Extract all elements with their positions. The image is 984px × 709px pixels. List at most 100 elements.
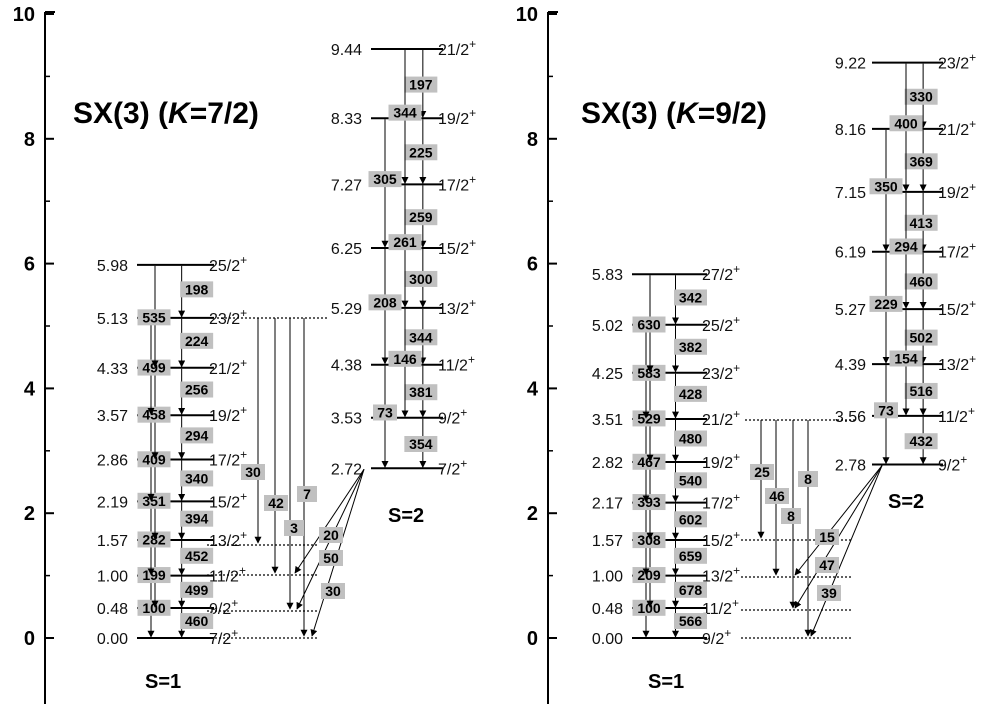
panel-2-s2-dj2-energy: 229 bbox=[874, 296, 898, 312]
panel-1-interband-energy-box bbox=[319, 550, 343, 566]
panel-1-interband-diag-arrow bbox=[294, 468, 365, 574]
panel-1-s2-level-energy: 2.72 bbox=[331, 461, 362, 478]
panel-1-s2-dj1-energy: 225 bbox=[409, 144, 433, 160]
panel-1-s1-level-energy: 2.19 bbox=[97, 494, 128, 511]
panel-2-s1-level-energy: 5.83 bbox=[592, 267, 623, 284]
panel-1-y-tick-label: 6 bbox=[24, 254, 35, 276]
panel-1-s2-dj2-energy-group: 261 bbox=[388, 234, 422, 251]
panel-2-s1-dj2-energy-group: 100 bbox=[632, 599, 666, 616]
panel-2-s2-dj1-energy: 369 bbox=[909, 153, 933, 169]
panel-2-y-tick-label: 6 bbox=[527, 254, 538, 276]
panel-1-s2-dj2-energy-box bbox=[368, 171, 402, 188]
panel-2-s1-level-energy: 1.00 bbox=[592, 569, 623, 586]
panel-2-interband-energy-box bbox=[798, 471, 818, 487]
panel-2-s1-dj1-energy-box bbox=[674, 289, 707, 306]
panel-1-s2-dj1-energy-group: 354 bbox=[404, 436, 438, 452]
panel-1-s2-dj2-energy-group: 305 bbox=[368, 171, 402, 188]
panel-2-s1-dj2-energy: 529 bbox=[637, 410, 661, 426]
panel-2-s1-dj1-energy-group: 342 bbox=[674, 289, 707, 306]
panel-2-s2-level-spin: 21/2+ bbox=[938, 117, 976, 139]
panel-1-s1-dj2-energy-group: 282 bbox=[137, 531, 171, 548]
panel-1-interband-energy-box bbox=[319, 527, 343, 543]
panel-2-s2-dj2-energy-box bbox=[889, 238, 923, 255]
panel-1-interband-energy-box bbox=[284, 520, 304, 536]
panel-1-s1-dj2-energy-group: 458 bbox=[137, 406, 171, 423]
panel-2-s1-dj1-energy-group: 566 bbox=[674, 613, 707, 630]
panel-2-s1-dj2-energy: 308 bbox=[637, 532, 661, 548]
panel-2-s2-dj2-energy-group: 400 bbox=[889, 115, 923, 132]
panel-2-s1-dj1-energy-box bbox=[674, 547, 707, 564]
panel-2-s2-level-spin: 11/2+ bbox=[938, 404, 975, 426]
panel-1-s1-dj2-energy: 499 bbox=[142, 360, 166, 376]
panel-1-s2-dj1-energy-group: 197 bbox=[404, 76, 438, 93]
panel-1-s1-dj2-energy: 199 bbox=[142, 567, 166, 583]
panel-1-interband-energy-group: 42 bbox=[264, 495, 288, 511]
panel-1-s1-dj1-energy: 224 bbox=[185, 333, 209, 349]
panel-2-s1-level-energy: 4.25 bbox=[592, 366, 623, 383]
panel-2-s1-dj2-energy: 393 bbox=[637, 494, 661, 510]
panel-1-s2-dj2-energy-group: 73 bbox=[373, 404, 397, 421]
panel-1-s1-level-spin: 15/2+ bbox=[209, 489, 247, 511]
panel-1-s2-dj2-energy: 261 bbox=[393, 234, 417, 250]
panel-1-s1-dj1-energy-group: 394 bbox=[180, 510, 214, 527]
panel-2-s1-dj2-energy-box bbox=[632, 599, 666, 616]
panel-2-s1-dj2-energy: 630 bbox=[637, 317, 661, 333]
panel-1-interband-energy: 50 bbox=[323, 550, 339, 566]
panel-2-s1-dj1-energy: 540 bbox=[679, 472, 703, 488]
panel-2-s2-level-spin: 13/2+ bbox=[938, 352, 976, 374]
panel-2-s2-dj1-energy-box bbox=[904, 273, 938, 290]
panel-2-interband-energy-group: 25 bbox=[750, 464, 774, 480]
panel-1-s2-dj1-energy: 354 bbox=[409, 436, 433, 452]
panel-2-interband-energy-group: 46 bbox=[765, 488, 789, 504]
panel-2-s1-dj2-energy-group: 393 bbox=[632, 494, 666, 511]
panel-1-s2-dj1-energy-group: 381 bbox=[404, 384, 438, 401]
panel-2-s1-level-energy: 2.17 bbox=[592, 496, 623, 513]
panel-1-s1-dj1-energy-box bbox=[180, 427, 214, 444]
panel-2-s2-level-energy: 5.27 bbox=[835, 302, 866, 319]
panel-1-s1-dj1-energy-group: 460 bbox=[180, 613, 214, 630]
panel-1-s2-level-spin: 9/2+ bbox=[438, 406, 467, 428]
panel-1-interband-energy: 30 bbox=[245, 464, 261, 480]
panel-1-s2-dj1-energy-box bbox=[404, 384, 438, 401]
panel-2-interband-energy: 39 bbox=[821, 585, 837, 601]
panel-2-s2-level-energy: 2.78 bbox=[835, 458, 866, 475]
panel-1-s2-dj2-energy-group: 146 bbox=[388, 350, 422, 367]
panel-2-y-tick-label: 2 bbox=[527, 503, 538, 525]
panel-2-interband-energy: 46 bbox=[769, 488, 785, 504]
panel-1-s2-level-energy: 6.25 bbox=[331, 241, 362, 258]
panel-2-s1-level-spin: 21/2+ bbox=[702, 407, 740, 429]
panel-2-s2-dj2-energy-group: 154 bbox=[889, 350, 923, 367]
panel-1-s2-dj2-energy-box bbox=[373, 404, 397, 421]
panel-1-s1-dj2-energy-group: 351 bbox=[137, 492, 171, 509]
panel-2-y-tick-label: 8 bbox=[527, 129, 538, 151]
panel-1-interband-energy: 20 bbox=[323, 527, 339, 543]
panel-1-interband-energy-box bbox=[241, 464, 265, 480]
panel-2-s1-dj2-energy-box bbox=[632, 364, 666, 381]
panel-1-s2-level-spin: 15/2+ bbox=[438, 236, 476, 258]
panel-1-s2-dj2-energy: 305 bbox=[373, 171, 397, 187]
panel-1-interband-energy: 42 bbox=[268, 495, 284, 511]
panel-2-s1-dj1-energy: 678 bbox=[679, 582, 703, 598]
panel-2-s1-dj1-energy-box bbox=[674, 430, 707, 447]
panel-1-s2-level-spin: 13/2+ bbox=[438, 296, 476, 318]
panel-1-s1-dj1-energy: 198 bbox=[185, 281, 209, 297]
panel-1-s1-level-spin: 13/2+ bbox=[209, 528, 247, 550]
panel-1-interband-energy-group: 30 bbox=[241, 464, 265, 480]
panel-1-s1-dj2-energy-box bbox=[137, 451, 171, 468]
panel-2-s2-dj1-energy-group: 330 bbox=[904, 88, 938, 105]
panel-2-s2-dj2-energy: 73 bbox=[878, 402, 894, 418]
panel-2-s1-dj2-energy-group: 529 bbox=[632, 410, 666, 427]
panel-1-y-tick-label: 2 bbox=[24, 503, 35, 525]
panel-1-s1-level-spin: 7/2+ bbox=[209, 626, 238, 648]
panel-2-s1-level-spin: 15/2+ bbox=[702, 528, 740, 550]
panel-2-s1-level-energy: 3.51 bbox=[592, 412, 623, 429]
panel-1-s1-dj1-energy-box bbox=[180, 581, 214, 598]
panel-2-s1-dj1-energy-group: 540 bbox=[674, 472, 707, 489]
panel-2-interband-energy: 8 bbox=[804, 471, 812, 487]
panel-2-interband-energy: 15 bbox=[819, 529, 835, 545]
panel-1-s1-level-spin: 23/2+ bbox=[209, 306, 247, 328]
panel-1-s1-level-spin: 25/2+ bbox=[209, 253, 247, 275]
panel-2-s2-dj2-energy-group: 350 bbox=[869, 178, 903, 195]
panel-1-interband-energy-group: 20 bbox=[319, 527, 343, 543]
